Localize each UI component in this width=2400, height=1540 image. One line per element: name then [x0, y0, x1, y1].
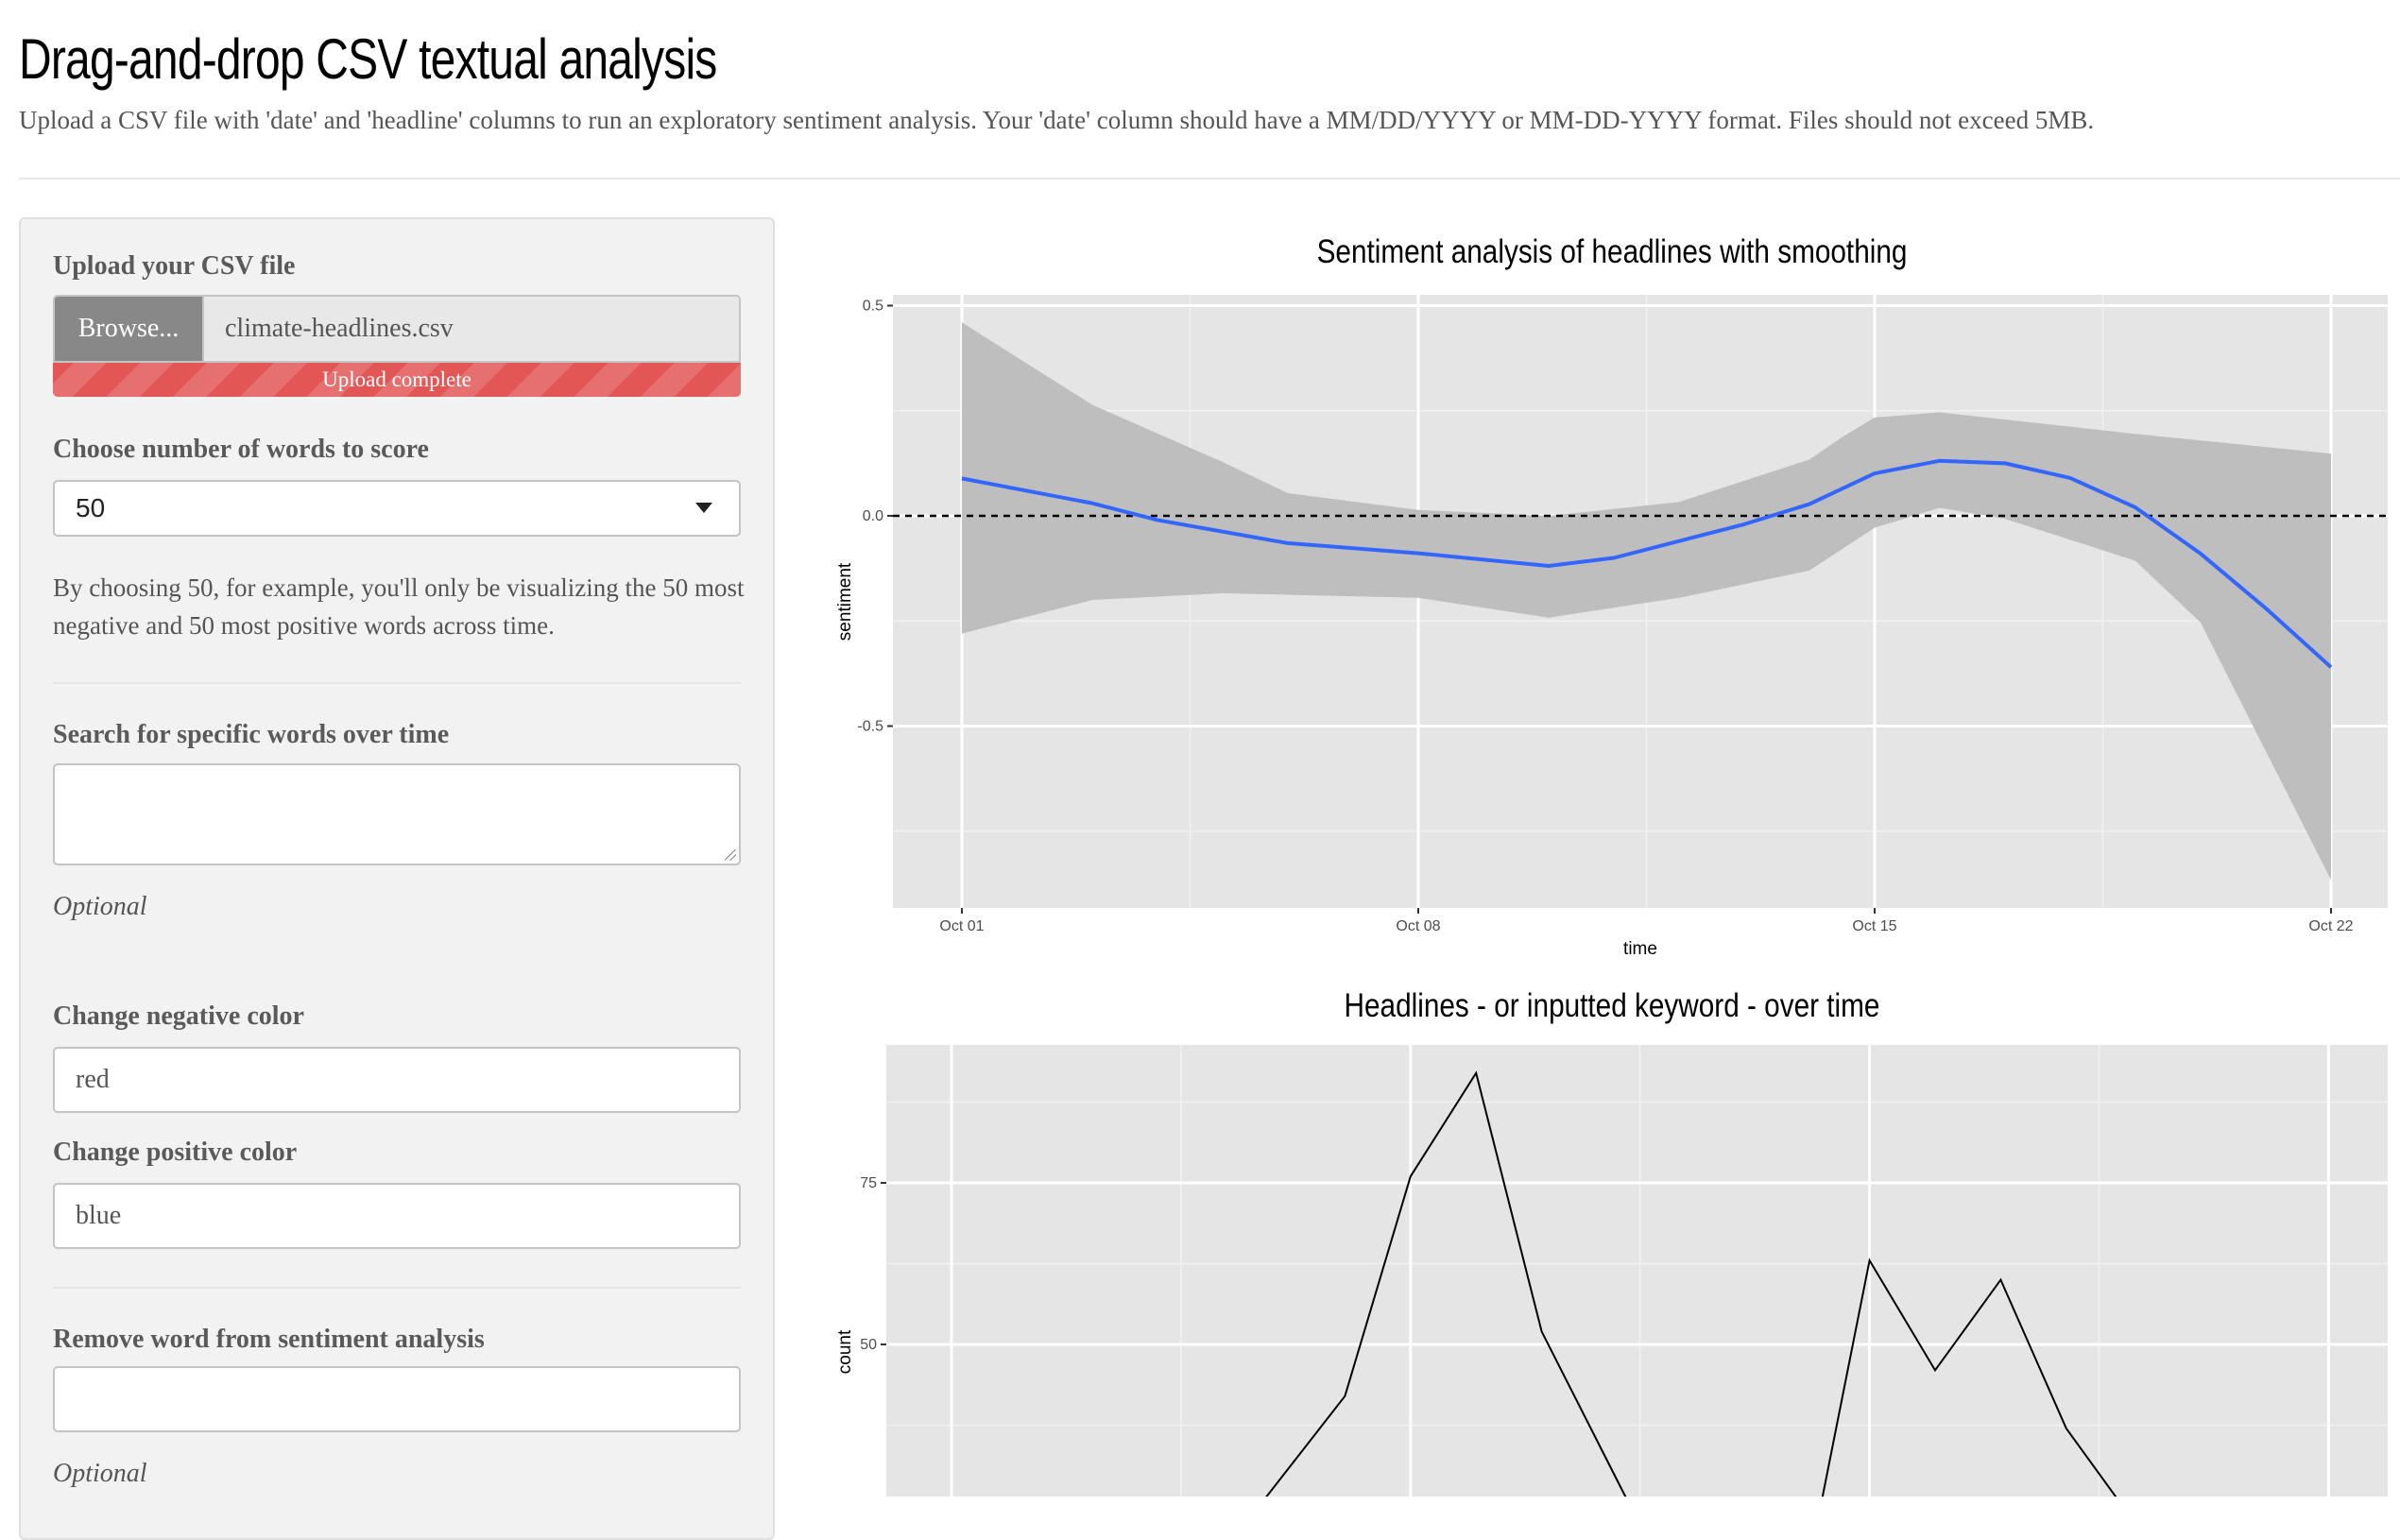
plot-panel — [886, 1045, 2388, 1497]
y-tick-label: 0.0 — [863, 508, 883, 524]
y-axis-title: sentiment — [835, 562, 855, 641]
remove-word-input[interactable] — [53, 1366, 741, 1432]
upload-progress-bar: Upload complete — [53, 363, 741, 397]
divider — [53, 1287, 741, 1289]
remove-word-hint: Optional — [53, 1459, 147, 1488]
upload-label: Upload your CSV file — [53, 251, 296, 281]
file-input[interactable]: Browse... climate-headlines.csv — [53, 295, 741, 363]
y-tick-label: 0.5 — [863, 299, 883, 315]
sidebar-panel: Upload your CSV file Browse... climate-h… — [19, 217, 775, 1540]
search-hint: Optional — [53, 892, 147, 921]
search-textarea[interactable] — [53, 763, 741, 865]
smoothed-sentiment-line — [961, 458, 2333, 669]
y-tick-label: 75 — [860, 1175, 877, 1191]
chevron-down-icon — [695, 503, 712, 513]
words-select[interactable]: 50 — [53, 480, 741, 537]
y-tick-label: 50 — [860, 1337, 877, 1353]
positive-color-value: blue — [76, 1201, 122, 1230]
x-tick-label: Oct 08 — [1396, 918, 1440, 934]
x-axis-title: time — [1623, 939, 1657, 959]
negative-color-value: red — [76, 1065, 110, 1094]
header-divider — [19, 178, 2400, 180]
divider — [53, 682, 741, 684]
y-tick-label: -0.5 — [857, 719, 883, 735]
chart-title: Sentiment analysis of headlines with smo… — [1317, 233, 1908, 270]
chart-title: Headlines - or inputted keyword - over t… — [1345, 987, 1880, 1024]
page-title: Drag-and-drop CSV textual analysis — [19, 27, 717, 91]
negative-color-label: Change negative color — [53, 1001, 304, 1031]
x-tick-label: Oct 15 — [1852, 918, 1896, 934]
words-label: Choose number of words to score — [53, 435, 429, 464]
words-help-text: By choosing 50, for example, you'll only… — [53, 573, 745, 640]
file-name-field: climate-headlines.csv — [202, 297, 739, 361]
x-tick-label: Oct 22 — [2308, 918, 2353, 934]
page-subtitle: Upload a CSV file with 'date' and 'headl… — [19, 106, 2095, 134]
resize-handle-icon[interactable] — [725, 849, 736, 861]
headline-count-line — [1265, 1070, 2117, 1497]
search-label: Search for specific words over time — [53, 720, 450, 749]
charts-area: 0.5 0.0 -0.5 Oct 01 Oct 08 Oct 15 Oct 22 time se… — [835, 233, 2388, 1497]
positive-color-label: Change positive color — [53, 1138, 298, 1167]
x-tick-label: Oct 01 — [939, 918, 984, 934]
negative-color-input[interactable]: red — [53, 1047, 741, 1113]
words-select-value: 50 — [76, 493, 106, 522]
y-axis-title: count — [835, 1329, 855, 1374]
positive-color-input[interactable]: blue — [53, 1183, 741, 1249]
remove-word-label: Remove word from sentiment analysis — [53, 1325, 485, 1354]
browse-button[interactable]: Browse... — [55, 297, 202, 361]
